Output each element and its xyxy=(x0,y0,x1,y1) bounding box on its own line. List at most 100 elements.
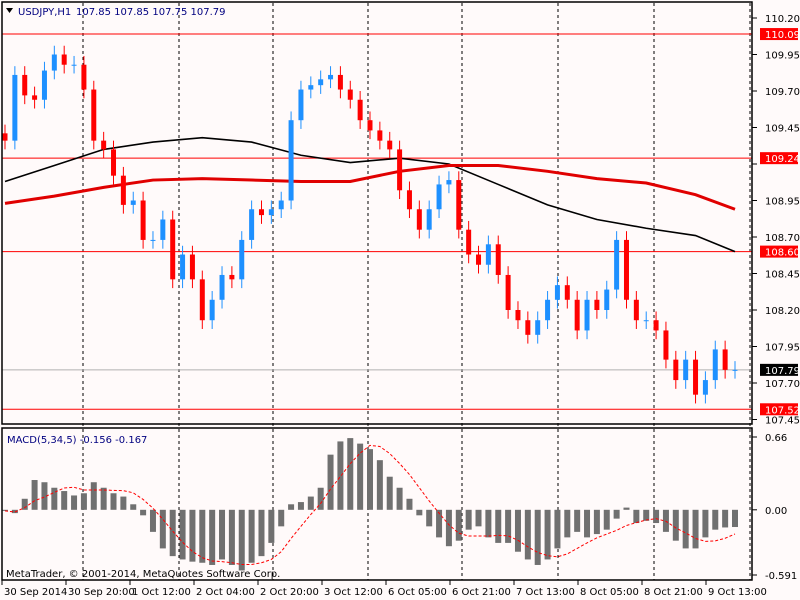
price-tick-label: 107.95 xyxy=(765,343,800,354)
macd-bar xyxy=(524,509,531,560)
bear-candle xyxy=(32,95,38,100)
time-tick-label: 8 Oct 21:00 xyxy=(644,587,703,598)
bear-candle xyxy=(120,175,126,205)
bear-candle xyxy=(2,133,8,141)
time-axis[interactable]: 30 Sep 2014 30 Sep 20:001 Oct 12:00 2 Oct … xyxy=(1,580,767,598)
bear-candle xyxy=(406,190,412,210)
bear-candle xyxy=(693,359,699,395)
price-tick-label: 109.70 xyxy=(765,87,800,98)
bull-candle xyxy=(436,184,442,210)
bull-candle xyxy=(712,349,718,381)
bull-candle xyxy=(702,380,708,395)
bull-candle xyxy=(614,239,620,290)
macd-tick-label: -0.591 xyxy=(765,571,797,582)
level-price-label: 108.60 xyxy=(765,248,800,259)
macd-bar xyxy=(179,509,186,560)
bear-candle xyxy=(456,180,462,230)
bull-candle xyxy=(180,254,186,280)
bear-candle xyxy=(22,74,28,96)
copyright-text: MetaTrader, © 2001-2014, MetaQuotes Soft… xyxy=(6,569,280,580)
bear-candle xyxy=(466,229,472,255)
horizontal-levels[interactable] xyxy=(2,33,752,410)
macd-bar xyxy=(238,509,245,571)
level-price-tag xyxy=(760,245,798,258)
time-tick-label: 3 Oct 12:00 xyxy=(324,587,383,598)
bear-candle xyxy=(91,89,97,141)
time-tick-label: 8 Oct 05:00 xyxy=(580,587,639,598)
bull-candle xyxy=(485,244,491,265)
macd-bar xyxy=(307,496,314,510)
macd-bar xyxy=(337,441,344,510)
bear-candle xyxy=(140,200,146,240)
macd-bar xyxy=(288,504,295,510)
macd-bar xyxy=(149,509,156,532)
bull-candle xyxy=(278,200,284,210)
bear-candle xyxy=(258,209,264,216)
bear-candle xyxy=(653,320,659,331)
time-tick-label: 6 Oct 21:00 xyxy=(452,587,511,598)
macd-bar xyxy=(505,509,512,543)
macd-bar xyxy=(248,509,255,563)
price-axis[interactable]: 110.09 109.24 108.60 107.52 107.79 110.20 109.… xyxy=(752,14,800,582)
bull-candle xyxy=(318,79,324,86)
macd-bar xyxy=(682,509,689,549)
bull-candle xyxy=(160,219,166,240)
level-price-tag xyxy=(760,28,798,41)
bear-candle xyxy=(663,330,669,360)
macd-bar xyxy=(702,509,709,538)
level-price-tag xyxy=(760,403,798,416)
macd-bar xyxy=(159,509,166,549)
bear-candle xyxy=(61,54,67,65)
macd-bar xyxy=(71,495,78,510)
bull-candle xyxy=(41,70,47,100)
bull-candle xyxy=(249,209,255,240)
macd-bar xyxy=(613,509,620,519)
bear-candle xyxy=(495,244,501,275)
macd-bar xyxy=(61,491,68,510)
macd-bar xyxy=(396,487,403,510)
bull-candle xyxy=(12,74,18,141)
bull-candle xyxy=(51,54,57,71)
macd-bar xyxy=(100,487,107,510)
bull-candle xyxy=(732,369,738,371)
bear-candle xyxy=(633,299,639,321)
macd-bar xyxy=(603,509,610,530)
bull-candle xyxy=(288,120,294,201)
macd-bar xyxy=(406,498,413,510)
bull-candle xyxy=(308,85,314,90)
bull-candle xyxy=(446,180,452,185)
macd-panel-border xyxy=(1,427,753,581)
current-price-tag xyxy=(760,363,798,376)
macd-bar xyxy=(445,509,452,547)
bull-candle xyxy=(683,359,689,381)
macd-bar xyxy=(593,509,600,535)
macd-bar xyxy=(544,509,551,560)
macd-bar xyxy=(376,460,383,510)
macd-bar xyxy=(169,509,176,557)
macd-bar xyxy=(623,507,630,510)
macd-bar xyxy=(732,509,738,528)
price-tick-label: 108.70 xyxy=(765,233,800,244)
bear-candle xyxy=(357,99,363,121)
macd-bar xyxy=(120,496,127,510)
main-panel-border xyxy=(1,1,753,425)
bear-candle xyxy=(397,149,403,191)
bear-candle xyxy=(199,279,205,321)
macd-bar xyxy=(386,476,393,510)
bear-candle xyxy=(623,239,629,300)
time-tick-label: 30 Sep 2014 xyxy=(4,587,67,598)
macd-bar xyxy=(347,438,354,510)
price-tick-label: 109.95 xyxy=(765,51,800,62)
macd-bar xyxy=(31,480,38,510)
macd-signal-line xyxy=(4,444,736,566)
bear-candle xyxy=(347,89,353,100)
triangle-down-icon[interactable] xyxy=(6,8,13,13)
macd-bar xyxy=(584,509,591,538)
bull-candle xyxy=(643,320,649,322)
bull-candle xyxy=(268,209,274,216)
macd-bar xyxy=(643,509,650,521)
macd-tick-label: 0.66 xyxy=(765,433,787,444)
macd-bar xyxy=(209,509,216,565)
